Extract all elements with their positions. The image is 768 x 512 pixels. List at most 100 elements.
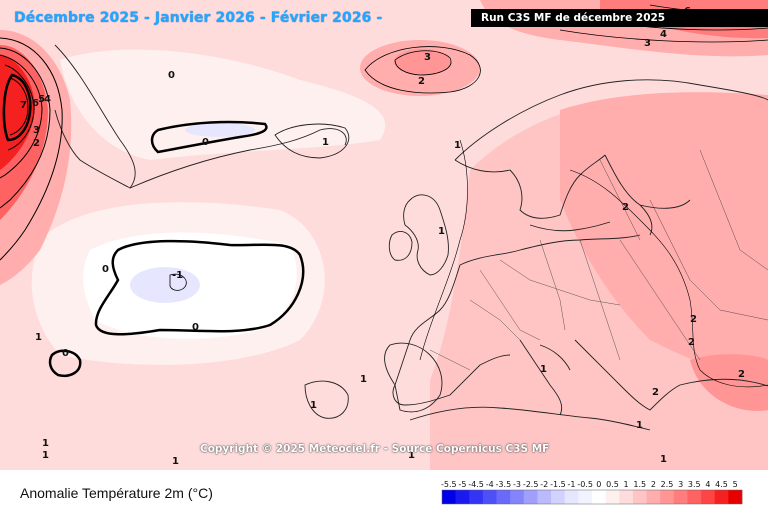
uk-coast	[403, 194, 449, 276]
finland-coast	[604, 154, 691, 236]
scale-swatch	[632, 490, 647, 504]
scale-tick: 2.5	[661, 480, 674, 489]
ireland-coast	[388, 231, 413, 261]
scale-swatch	[687, 490, 702, 504]
scale-tick: -3	[513, 480, 521, 489]
contour-label: 1	[172, 456, 179, 467]
contour-label: 1	[660, 454, 667, 465]
run-info-badge: Run C3S MF de décembre 2025	[471, 9, 768, 27]
scale-tick: -4.5	[468, 480, 484, 489]
scale-swatch	[510, 490, 525, 504]
contour-label: 1	[322, 137, 329, 148]
contour-atlantic-minus1	[169, 273, 187, 291]
europe-mainland-coast	[392, 234, 641, 406]
contour-label: 5	[38, 94, 45, 105]
contour-label: 1	[42, 438, 49, 449]
contour-greenland-3	[0, 47, 51, 209]
contour-label: 1	[636, 420, 643, 431]
greenland-coast	[54, 44, 136, 189]
scale-swatch	[619, 490, 634, 504]
contour-arctic-0[interactable]	[150, 120, 268, 154]
page-title: Décembre 2025 - Janvier 2026 - Février 2…	[14, 10, 383, 26]
contour-label: 2	[622, 202, 629, 213]
contour-label: 2	[688, 337, 695, 348]
contour-label: 6	[32, 98, 39, 109]
contour-label: 0	[192, 322, 199, 333]
legend-title: Anomalie Température 2m (°C)	[20, 485, 213, 501]
scale-swatch	[469, 490, 484, 504]
contour-europe-2	[569, 169, 768, 388]
temperature-anomaly-map: 7 6 5 4 3 2 1 0 0 3 2 6 4 3 1 1 1 0 0 -1…	[0, 0, 768, 470]
scale-tick: 5	[733, 480, 738, 489]
borders	[429, 149, 768, 371]
scale-tick: -5	[458, 480, 466, 489]
scale-swatch	[673, 490, 688, 504]
contour-small-0[interactable]	[48, 349, 82, 377]
scale-tick: 4.5	[715, 480, 728, 489]
contour-greenland-4	[0, 54, 43, 179]
iberia-coast	[384, 342, 443, 413]
scale-swatch	[605, 490, 620, 504]
contour-label: 0	[168, 70, 175, 81]
scale-swatch	[496, 490, 511, 504]
contour-labels: 7 6 5 4 3 2 1 0 0 3 2 6 4 3 1 1 1 0 0 -1…	[20, 6, 745, 467]
contour-label: 0	[102, 264, 109, 275]
contour-label: 0	[62, 348, 69, 359]
scale-tick: -2.5	[523, 480, 539, 489]
anomaly-zone-arctic-neutral	[60, 49, 386, 160]
contour-label: 2	[418, 76, 425, 87]
anomaly-zone-arctic-cold	[185, 123, 255, 137]
contour-label: 2	[652, 387, 659, 398]
contour-label: 1	[540, 364, 547, 375]
anomaly-zone-norway-sea-core	[394, 49, 450, 75]
iceland-coast	[274, 123, 350, 159]
scandinavia-coast	[454, 79, 768, 219]
color-scale: -5.5 -5 -4.5 -4 -3.5 -3 -2.5 -2 -1.5 -1 -0.5 0 0.5 1 1…	[441, 480, 743, 505]
contour-label: -1	[172, 270, 183, 281]
scale-swatch	[646, 490, 661, 504]
scale-swatches	[441, 489, 743, 505]
contour-label: 3	[644, 38, 651, 49]
scale-swatch	[578, 490, 593, 504]
contour-norway-sea-2	[364, 46, 481, 94]
scale-swatch	[592, 490, 606, 504]
anomaly-zone-atlantic-cold	[130, 267, 200, 303]
contour-europe-1	[419, 139, 468, 361]
contour-greenland-7[interactable]	[2, 73, 32, 142]
contour-label: 2	[690, 314, 697, 325]
scale-swatch	[714, 490, 729, 504]
contour-label: 2	[33, 138, 40, 149]
copyright-text: Copyright © 2025 Meteociel.fr - Source C…	[200, 443, 550, 455]
anomaly-zone-russia-warm	[560, 92, 768, 369]
contour-greenland-5	[4, 64, 35, 151]
contour-greenland-2	[0, 37, 63, 261]
italy-coast	[519, 339, 571, 416]
scale-tick: -5.5	[441, 480, 457, 489]
greenland-south-coast	[129, 128, 347, 189]
scale-swatch	[482, 490, 497, 504]
scale-tick: 0	[596, 480, 601, 489]
scale-swatch	[523, 490, 538, 504]
scale-swatch	[564, 490, 579, 504]
scale-swatch	[442, 490, 456, 504]
scale-tick: -1.5	[550, 480, 566, 489]
north-africa-coast	[409, 406, 651, 431]
contour-label: 2	[738, 369, 745, 380]
contour-norway-sea-3	[394, 50, 452, 76]
scale-swatch	[537, 490, 552, 504]
scale-tick-labels: -5.5 -5 -4.5 -4 -3.5 -3 -2.5 -2 -1.5 -1 -0.5 0 0.5 1 1…	[441, 480, 738, 489]
baltic-coast	[529, 221, 611, 232]
contour-top-right-3	[559, 29, 768, 43]
contour-label: 1	[454, 140, 461, 151]
scale-tick: 0.5	[606, 480, 619, 489]
contour-atlantic-0[interactable]	[94, 239, 305, 336]
contour-label: 1	[310, 400, 317, 411]
contour-greenland-6	[9, 77, 29, 136]
contour-label: 3	[424, 52, 431, 63]
contour-label: 1	[438, 226, 445, 237]
contour-label: 1	[42, 450, 49, 461]
contour-label: 1	[408, 450, 415, 461]
contour-label: 4	[660, 29, 667, 40]
scale-tick: -3.5	[496, 480, 512, 489]
scale-tick: 2	[651, 480, 656, 489]
